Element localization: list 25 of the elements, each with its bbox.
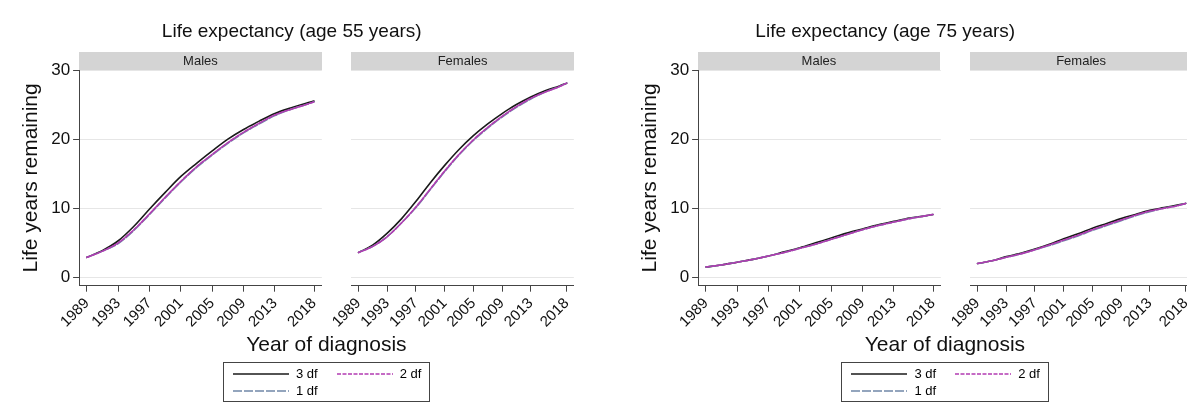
line-series (704, 213, 934, 268)
chart-subtitle: Females (351, 52, 574, 70)
legend-label: 1 df (914, 383, 937, 398)
y-axis-title: Life years remaining (18, 83, 42, 273)
legend-label: 2 df (399, 366, 422, 381)
chart-subtitle: Females (969, 52, 1187, 70)
y-tick-label: 30 (51, 59, 71, 79)
legend-label: 3 df (295, 366, 318, 381)
legend-label: 3 df (914, 366, 937, 381)
y-tick-label: 0 (60, 267, 71, 287)
x-axis-title: Year of diagnosis (245, 332, 408, 356)
legend-label: 1 df (295, 383, 318, 398)
chart-title: Life expectancy (age 55 years) (160, 20, 423, 42)
chart-title: Life expectancy (age 75 years) (754, 20, 1017, 42)
y-tick-label: 10 (669, 197, 689, 217)
x-axis-title: Year of diagnosis (863, 332, 1027, 356)
y-tick-label: 0 (679, 267, 689, 287)
legend-label: 2 df (1018, 366, 1040, 381)
y-tick-label: 20 (669, 128, 689, 148)
chart-subtitle: Males (697, 52, 941, 70)
y-tick-label: 20 (51, 128, 71, 148)
y-tick-label: 10 (51, 197, 71, 217)
y-tick-label: 30 (669, 59, 689, 79)
chart-subtitle: Males (79, 52, 322, 70)
y-axis-title: Life years remaining (636, 83, 660, 273)
